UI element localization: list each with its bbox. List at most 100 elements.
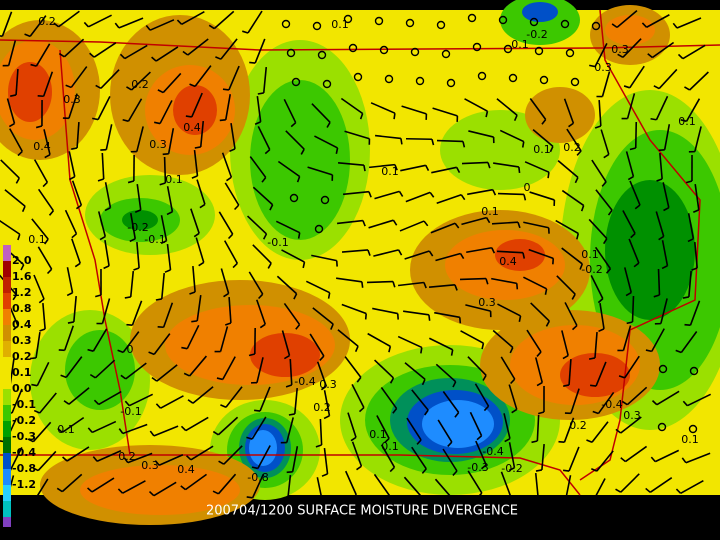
barb-shaft bbox=[31, 218, 49, 240]
barb-shaft bbox=[374, 190, 400, 200]
barb-flag bbox=[491, 247, 496, 254]
barb-shaft bbox=[534, 357, 544, 383]
barb-shaft bbox=[372, 307, 398, 315]
barb-flag bbox=[127, 180, 135, 184]
barb-shaft bbox=[185, 416, 209, 432]
calm-circle bbox=[322, 79, 332, 89]
barb-flag bbox=[262, 233, 268, 240]
barb-flag bbox=[504, 437, 511, 443]
barb-shaft bbox=[411, 446, 427, 470]
barb-shaft bbox=[629, 180, 641, 206]
barb-shaft bbox=[594, 331, 598, 359]
barb-shaft bbox=[628, 238, 640, 264]
barb-shaft bbox=[622, 210, 636, 234]
barb-shaft bbox=[167, 128, 175, 154]
barb-shaft bbox=[66, 446, 90, 462]
calm-circle bbox=[405, 18, 415, 28]
barb-shaft bbox=[634, 121, 638, 149]
barb-flag bbox=[300, 148, 305, 155]
barb-shaft bbox=[499, 129, 525, 143]
barb-flag bbox=[388, 346, 392, 353]
barb-shaft bbox=[626, 93, 636, 119]
contour-label: 0.1 bbox=[57, 423, 75, 436]
barb-flag bbox=[222, 88, 230, 91]
barb-flag bbox=[246, 496, 253, 499]
barb-shaft bbox=[620, 416, 642, 434]
scale-swatch bbox=[3, 277, 11, 293]
barb-shaft bbox=[221, 152, 233, 178]
barb-flag bbox=[450, 349, 454, 356]
barb-flag bbox=[30, 357, 37, 360]
barb-shaft bbox=[35, 43, 51, 67]
barb-flag bbox=[118, 428, 124, 434]
barb-shaft bbox=[497, 192, 525, 196]
barb-shaft bbox=[342, 190, 370, 196]
barb-shaft bbox=[218, 211, 234, 235]
barb-flag bbox=[254, 409, 261, 412]
barb-flag bbox=[645, 487, 651, 493]
barb-shaft bbox=[37, 450, 57, 472]
contour-label: 0.3 bbox=[623, 409, 641, 422]
barb-shaft bbox=[528, 248, 554, 260]
barb-shaft bbox=[160, 272, 166, 300]
barb-shaft bbox=[43, 129, 51, 155]
barb-shaft bbox=[312, 307, 334, 325]
barb-flag bbox=[544, 288, 548, 295]
barb-shaft bbox=[129, 213, 137, 239]
barb-flag bbox=[681, 457, 687, 464]
barb-flag bbox=[483, 405, 490, 412]
barb-shaft bbox=[649, 477, 673, 493]
barb-shaft bbox=[92, 328, 108, 352]
barb-shaft bbox=[58, 10, 80, 28]
contour-label: -0.8 bbox=[247, 471, 268, 484]
barb-flag bbox=[482, 374, 487, 381]
barb-shaft bbox=[129, 270, 135, 298]
scale-label: -1.2 bbox=[12, 478, 36, 491]
barb-shaft bbox=[508, 384, 518, 410]
barb-flag bbox=[53, 22, 60, 28]
barb-shaft bbox=[309, 333, 325, 357]
barb-flag bbox=[627, 175, 634, 181]
barb-flag bbox=[92, 117, 99, 121]
barb-shaft bbox=[492, 329, 514, 349]
barb-shaft bbox=[351, 441, 363, 467]
barb-shaft bbox=[33, 274, 45, 300]
barb-flag bbox=[545, 320, 551, 327]
barb-shaft bbox=[344, 130, 370, 140]
barb-flag bbox=[392, 219, 398, 226]
barb-flag bbox=[518, 166, 521, 174]
calm-circle bbox=[286, 48, 296, 58]
barb-flag bbox=[327, 292, 331, 299]
barb-shaft bbox=[9, 128, 23, 152]
barb-shaft bbox=[256, 357, 264, 383]
barb-flag bbox=[27, 438, 34, 443]
barb-shaft bbox=[252, 186, 274, 206]
barb-flag bbox=[103, 265, 110, 270]
barb-shaft bbox=[70, 66, 88, 88]
barb-flag bbox=[661, 265, 668, 270]
contour-label: 0.2 bbox=[313, 401, 331, 414]
barb-shaft bbox=[403, 476, 423, 498]
barb-flag bbox=[114, 22, 120, 29]
barb-shaft bbox=[428, 283, 456, 289]
barb-shaft bbox=[127, 452, 153, 464]
scale-label: -0.8 bbox=[12, 462, 36, 475]
barb-shaft bbox=[220, 38, 238, 60]
barb-shaft bbox=[11, 388, 23, 414]
barb-shaft bbox=[460, 330, 484, 344]
barb-flag bbox=[286, 470, 293, 474]
barb-flag bbox=[38, 298, 45, 304]
barb-shaft bbox=[153, 425, 179, 437]
barb-shaft bbox=[623, 267, 633, 293]
barb-shaft bbox=[336, 219, 364, 225]
barb-flag bbox=[590, 384, 597, 387]
contour-label: -0.1 bbox=[120, 405, 141, 418]
contour-label: 0.1 bbox=[511, 38, 529, 51]
barb-shaft bbox=[592, 478, 606, 502]
contour-label: 0.4 bbox=[177, 463, 195, 476]
barb-flag bbox=[31, 383, 38, 387]
barb-shaft bbox=[631, 295, 635, 323]
barb-shaft bbox=[467, 470, 483, 494]
barb-flag bbox=[335, 147, 339, 154]
barb-flag bbox=[212, 430, 219, 436]
